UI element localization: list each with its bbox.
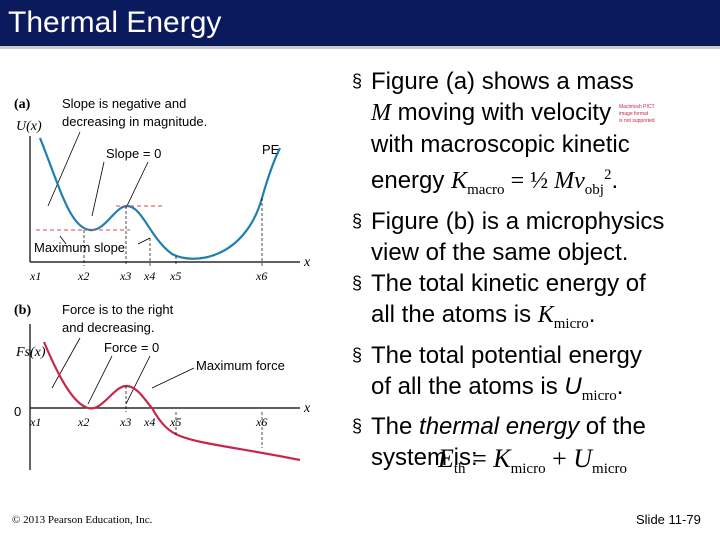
- svg-text:Macintosh PICT: Macintosh PICT: [619, 104, 655, 110]
- panel-b-tick: x1: [29, 415, 41, 429]
- panel-a-tick: x3: [119, 269, 131, 283]
- panel-b-x-label: x: [303, 401, 311, 416]
- panel-a-tick: x5: [169, 269, 181, 283]
- title-bar: Thermal Energy: [0, 0, 720, 49]
- panel-b-tick: x6: [255, 415, 267, 429]
- panel-b-zero-label: 0: [14, 404, 21, 419]
- panel-a-annotation-slope-negative-1: Slope is negative and: [62, 96, 186, 111]
- pe-curve: [38, 137, 281, 260]
- panel-a-tick: x2: [77, 269, 89, 283]
- panel-a-annotation-slope-negative-2: decreasing in magnitude.: [62, 114, 207, 129]
- panel-b-annotation-max-force: Maximum force: [196, 358, 285, 373]
- bullet-icon: §: [352, 416, 363, 437]
- panel-a-annotation-max-slope: Maximum slope: [34, 240, 125, 255]
- bullet-list: § Figure (a) shows a mass M moving with …: [352, 66, 714, 473]
- svg-text:image format: image format: [619, 111, 649, 117]
- panel-b-tick: x2: [77, 415, 89, 429]
- bullet-item: § Figure (b) is a microphysics view of t…: [352, 207, 665, 266]
- bullet-item: § The total potential energy of all the …: [352, 341, 642, 404]
- panel-a-curve-label: PE: [262, 142, 280, 157]
- bullet-item: § The thermal energy of the system is:: [352, 413, 646, 472]
- pointer-line: [125, 355, 151, 405]
- panel-b-annotation-force-right-1: Force is to the right: [62, 302, 174, 317]
- pointer-line: [137, 237, 151, 245]
- panel-a-ylabel: U(x): [16, 119, 42, 134]
- pointer-line: [51, 337, 81, 389]
- panel-b-annotation-force-right-2: and decreasing.: [62, 320, 155, 335]
- panel-a-tick: x1: [29, 269, 41, 283]
- pointer-line: [47, 131, 81, 207]
- bullet-icon: §: [352, 272, 363, 293]
- pointer-line: [87, 355, 113, 405]
- slide-title: Thermal Energy: [8, 6, 222, 39]
- pointer-line: [91, 161, 105, 217]
- force-curve: [42, 341, 301, 462]
- bullet-icon: §: [352, 71, 363, 91]
- panel-b-label: (b): [14, 303, 31, 318]
- unsupported-image-placeholder: Macintosh PICT image format is not suppo…: [619, 104, 655, 124]
- svg-text:is not supported: is not supported: [619, 118, 655, 124]
- energy-force-figure: (a) U(x) x Slope is negative and decreas…: [14, 96, 311, 470]
- bullet-item: § The total kinetic energy of all the at…: [352, 269, 646, 332]
- panel-b-tick: x3: [119, 415, 131, 429]
- panel-b-annotation-force-zero: Force = 0: [104, 340, 159, 355]
- thermal-energy-equation: Eth = Kmicro + Umicro: [438, 444, 628, 478]
- slide-number: Slide 11-79: [636, 512, 701, 527]
- panel-b-tick: x4: [143, 415, 155, 429]
- bullet-icon: §: [352, 210, 363, 231]
- panel-a-tick: x6: [255, 269, 267, 283]
- panel-a-annotation-slope-zero: Slope = 0: [106, 146, 161, 161]
- panel-a-x-label: x: [303, 255, 311, 270]
- bullet-item: § Figure (a) shows a mass M moving with …: [352, 66, 714, 206]
- pointer-line: [59, 235, 67, 245]
- bullet-icon: §: [352, 344, 363, 365]
- pointer-line: [151, 367, 195, 389]
- panel-a-tick: x4: [143, 269, 155, 283]
- panel-b-tick: x5: [169, 415, 181, 429]
- copyright-text: © 2013 Pearson Education, Inc.: [12, 514, 153, 526]
- pointer-line: [125, 161, 149, 209]
- panel-a-label: (a): [14, 97, 31, 112]
